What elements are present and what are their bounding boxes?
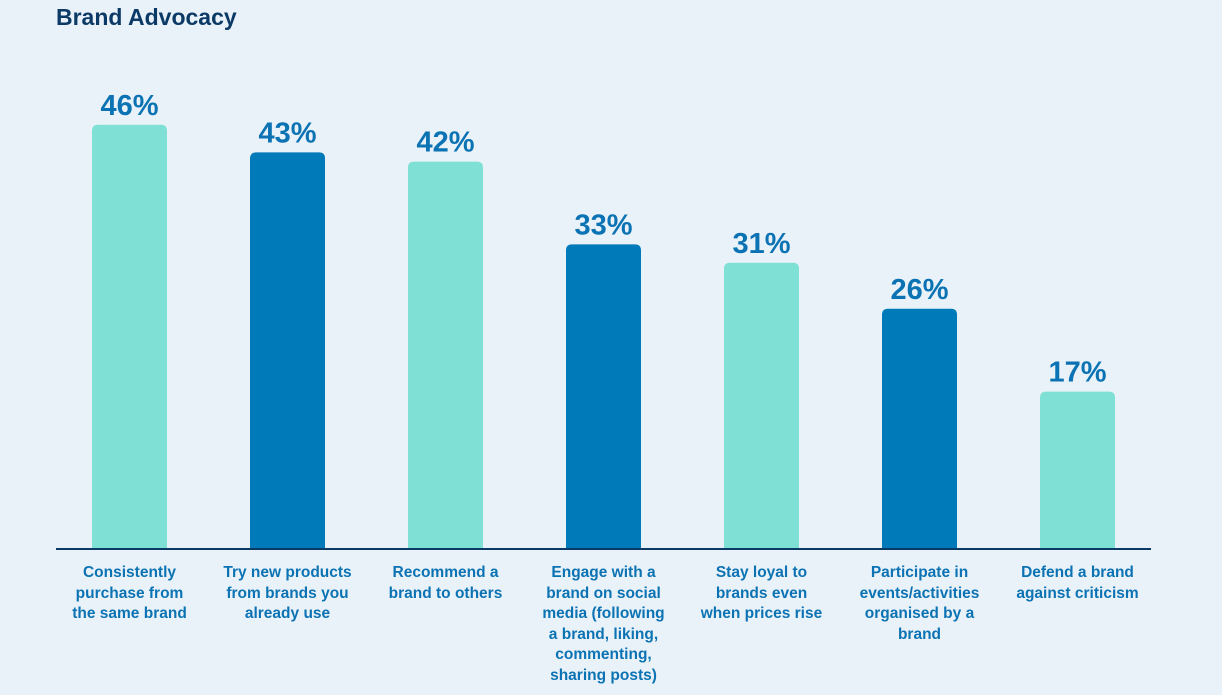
category-label-2: Try new products from brands you already u… xyxy=(213,563,363,625)
category-label-line: Recommend a xyxy=(392,564,499,581)
bar-4 xyxy=(566,244,641,548)
category-label-line: Defend a brand xyxy=(1021,564,1134,581)
category-label-line: events/activities xyxy=(859,584,980,602)
chart-title: Brand Advocacy xyxy=(56,4,237,30)
category-label-line: already use xyxy=(244,605,331,622)
category-label-line: Participate in xyxy=(870,564,969,581)
category-label-5: Stay loyal to brands even when prices rise xyxy=(687,563,837,625)
category-label-line: against criticism xyxy=(1016,584,1139,602)
category-label-line: brand to others xyxy=(388,584,503,602)
category-label-line: when prices rise xyxy=(700,605,823,622)
value-label-5: 31% xyxy=(732,228,790,260)
bar-5 xyxy=(724,262,799,548)
bar-6 xyxy=(882,308,957,548)
value-label-4: 33% xyxy=(574,209,632,241)
value-labels-group: 46% 43% 42% 33% 31% 26% 17% xyxy=(100,90,1106,389)
category-label-7: Defend a brand against criticism xyxy=(1003,563,1153,604)
category-label-line: commenting, xyxy=(555,646,652,663)
bars-group xyxy=(92,124,1115,549)
category-label-line: from brands you xyxy=(226,584,349,602)
category-label-line: purchase from xyxy=(75,584,184,602)
category-label-3: Recommend a brand to others xyxy=(371,563,521,604)
category-label-line: brand xyxy=(897,625,942,643)
category-label-line: Stay loyal to xyxy=(715,564,808,581)
category-label-line: media (following xyxy=(542,605,665,622)
category-label-line: Try new products xyxy=(223,564,352,581)
bar-1 xyxy=(92,124,167,549)
category-label-line: brands even xyxy=(715,584,808,602)
bar-3 xyxy=(408,161,483,548)
value-label-7: 17% xyxy=(1048,357,1106,389)
category-label-line: sharing posts) xyxy=(550,666,657,684)
bar-2 xyxy=(250,152,325,548)
value-label-1: 46% xyxy=(100,90,158,122)
value-label-2: 43% xyxy=(258,117,316,149)
category-label-line: a brand, liking, xyxy=(548,625,659,643)
category-label-line: brand on social xyxy=(546,584,661,602)
value-label-6: 26% xyxy=(890,274,948,306)
category-label-line: Consistently xyxy=(82,564,176,581)
category-label-1: Consistently purchase from the same brand xyxy=(55,563,205,625)
bar-7 xyxy=(1040,391,1115,548)
category-label-6: Participate in events/activities organised… xyxy=(845,563,995,645)
category-label-line: the same brand xyxy=(72,605,187,622)
category-label-line: organised by a xyxy=(864,605,975,622)
category-label-line: Engage with a xyxy=(551,564,656,581)
category-label-4: Engage with a brand on social media (follo… xyxy=(529,563,679,686)
value-label-3: 42% xyxy=(416,127,474,159)
